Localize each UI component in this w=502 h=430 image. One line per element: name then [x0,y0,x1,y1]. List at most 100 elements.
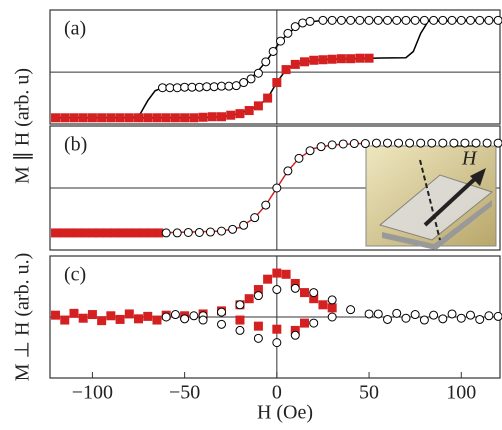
square-marker [69,308,79,318]
square-marker [124,113,134,123]
square-marker [146,228,156,238]
circle-marker [180,82,190,92]
square-marker [87,113,97,123]
square-marker [124,228,134,238]
square-marker [263,274,273,284]
circle-marker [429,310,439,320]
square-marker [281,65,291,75]
circle-marker [290,330,300,340]
circle-marker [449,138,459,148]
circle-marker [338,139,348,149]
x-tick-label: 100 [446,382,476,404]
circle-marker [349,139,359,149]
circle-marker [209,82,219,92]
circle-marker [447,15,457,25]
inset-arrow [423,174,480,227]
fit-line [51,19,501,119]
circle-marker [305,146,315,156]
circle-marker [394,138,404,148]
circle-marker [217,319,227,329]
panel-frame [49,9,501,125]
square-marker [132,228,142,238]
square-marker [244,106,254,116]
circle-marker [447,309,457,319]
square-marker [124,309,134,319]
circle-marker [475,15,485,25]
square-marker [217,112,227,122]
x-tick-label: 0 [272,382,282,404]
square-marker [318,55,328,65]
square-marker [300,318,310,328]
circle-marker [419,315,429,325]
circle-marker [202,82,212,92]
square-marker [102,228,112,238]
square-marker [253,101,263,111]
circle-marker [309,318,319,328]
circle-marker [235,300,245,310]
square-marker [244,294,254,304]
circle-marker [250,213,260,223]
circle-marker [401,313,411,323]
square-marker [134,314,144,324]
inset: H [365,145,497,250]
square-marker [115,314,125,324]
square-marker [51,228,61,238]
circle-marker [465,310,475,320]
square-marker [78,313,88,323]
circle-marker [272,285,282,295]
circle-marker [235,325,245,335]
square-marker [60,113,70,123]
circle-marker [471,138,481,148]
square-marker [253,285,263,295]
panel-label: (c) [64,264,86,286]
circle-marker [392,15,402,25]
circle-marker [493,15,502,25]
circle-marker [438,138,448,148]
circle-marker [419,15,429,25]
circle-marker [290,22,300,32]
circle-marker [172,83,182,93]
square-marker [198,112,208,122]
circle-marker [231,81,241,91]
circle-marker [217,226,227,236]
square-marker [80,228,90,238]
square-marker [364,53,374,63]
circle-marker [327,312,337,322]
square-marker [309,55,319,65]
square-marker [134,113,144,123]
circle-marker [172,228,182,238]
x-axis-label: H (Oe) [257,402,313,424]
circle-marker [383,15,392,25]
square-marker [346,54,356,64]
circle-marker [253,291,263,301]
square-marker [281,269,291,279]
square-marker [300,288,310,298]
circle-marker [410,15,420,25]
circle-marker [194,227,204,237]
square-marker [161,113,171,123]
circle-marker [261,200,271,210]
square-marker [106,113,116,123]
circle-marker [456,15,466,25]
square-marker [152,113,162,123]
square-marker [87,228,97,238]
x-tick-label: −100 [72,382,113,404]
square-marker [170,113,180,123]
circle-marker [327,15,337,25]
square-marker [189,113,199,123]
circle-marker [438,314,448,324]
inset-arrowhead [470,168,486,186]
circle-marker [194,82,204,92]
circle-marker [294,153,304,163]
circle-marker [189,311,199,321]
fit-line [51,19,500,119]
square-marker [272,268,282,278]
circle-marker [276,36,286,46]
square-marker [290,325,300,335]
circle-marker [493,311,502,321]
circle-marker [298,18,308,28]
square-marker [336,54,346,64]
square-marker [69,113,79,123]
panel-label: (b) [64,134,87,156]
